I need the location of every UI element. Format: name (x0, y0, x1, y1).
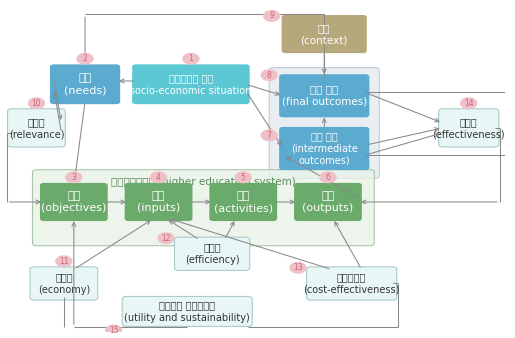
Circle shape (290, 263, 306, 273)
Circle shape (261, 130, 277, 141)
Text: 사회경제적 상황
(socio-economic situation): 사회경제적 상황 (socio-economic situation) (126, 73, 255, 95)
Text: 적합성
(relevance): 적합성 (relevance) (9, 117, 64, 139)
Text: 15: 15 (109, 326, 118, 335)
Text: 11: 11 (59, 257, 68, 266)
Text: 3: 3 (72, 173, 76, 182)
Circle shape (28, 98, 44, 108)
Text: 4: 4 (156, 173, 161, 182)
Text: 목적
(objectives): 목적 (objectives) (41, 191, 107, 213)
FancyBboxPatch shape (132, 64, 250, 104)
Circle shape (158, 233, 174, 243)
Text: 14: 14 (464, 99, 473, 108)
Text: 맥락
(context): 맥락 (context) (301, 23, 348, 45)
Circle shape (261, 70, 277, 80)
Text: 5: 5 (241, 173, 246, 182)
Circle shape (150, 172, 166, 183)
Text: 경제성
(economy): 경제성 (economy) (38, 272, 90, 295)
FancyBboxPatch shape (30, 267, 98, 300)
Circle shape (320, 172, 336, 183)
Text: 2: 2 (83, 54, 88, 63)
FancyBboxPatch shape (282, 15, 367, 53)
FancyBboxPatch shape (125, 183, 193, 221)
Text: 활동
(activities): 활동 (activities) (214, 191, 273, 213)
Text: 투입
(inputs): 투입 (inputs) (137, 191, 180, 213)
FancyBboxPatch shape (175, 237, 250, 270)
Text: 효용성과 지속가능성
(utility and sustainability): 효용성과 지속가능성 (utility and sustainability) (124, 300, 250, 323)
FancyBboxPatch shape (8, 109, 65, 147)
Text: 산출
(outputs): 산출 (outputs) (302, 191, 354, 213)
FancyBboxPatch shape (210, 183, 277, 221)
FancyBboxPatch shape (269, 68, 379, 178)
Text: 12: 12 (161, 234, 171, 243)
FancyBboxPatch shape (32, 170, 374, 246)
Circle shape (264, 11, 280, 21)
Text: 10: 10 (31, 99, 41, 108)
Text: 최종 결과
(final outcomes): 최종 결과 (final outcomes) (282, 84, 367, 107)
Circle shape (56, 256, 72, 266)
FancyBboxPatch shape (279, 127, 369, 170)
Circle shape (66, 172, 82, 183)
FancyBboxPatch shape (279, 74, 369, 117)
FancyBboxPatch shape (306, 267, 397, 300)
Text: 효과성
(effectiveness): 효과성 (effectiveness) (433, 117, 505, 139)
Circle shape (77, 53, 93, 64)
Text: 요구
(needs): 요구 (needs) (64, 73, 106, 95)
Text: 효율성
(efficiency): 효율성 (efficiency) (185, 243, 239, 265)
Circle shape (235, 172, 251, 183)
Text: 13: 13 (293, 263, 303, 272)
Text: 7: 7 (267, 131, 271, 140)
Text: 8: 8 (267, 71, 271, 80)
Text: 중간 결과
(intermediate
outcomes): 중간 결과 (intermediate outcomes) (291, 131, 357, 166)
FancyBboxPatch shape (294, 183, 362, 221)
Text: 6: 6 (325, 173, 331, 182)
Text: 9: 9 (269, 11, 274, 20)
Circle shape (183, 53, 199, 64)
FancyBboxPatch shape (50, 64, 120, 104)
FancyBboxPatch shape (122, 296, 252, 327)
Text: 1: 1 (188, 54, 193, 63)
Text: 고등교육시스템 (higher education system): 고등교육시스템 (higher education system) (111, 177, 296, 187)
Text: 비용효과성
(cost-effectiveness): 비용효과성 (cost-effectiveness) (303, 272, 400, 295)
Circle shape (461, 98, 477, 108)
FancyBboxPatch shape (439, 109, 499, 147)
FancyBboxPatch shape (40, 183, 108, 221)
Circle shape (106, 325, 122, 336)
